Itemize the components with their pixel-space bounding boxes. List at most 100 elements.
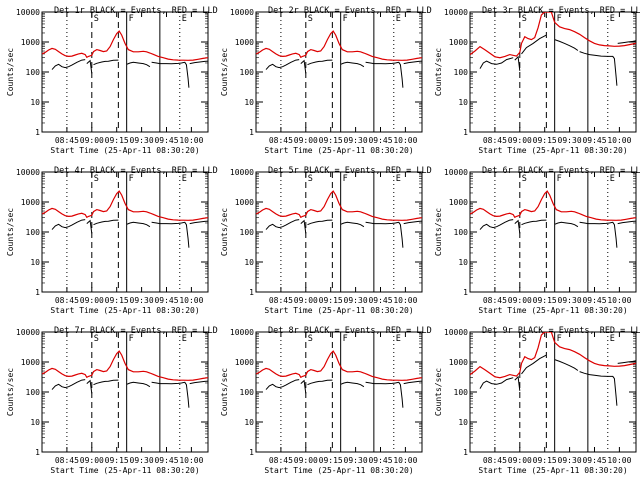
series-line-events	[300, 59, 307, 74]
y-tick-label: 100	[240, 68, 255, 77]
x-tick-label: 09:15	[105, 456, 129, 465]
x-tick-label: 09:30	[344, 136, 368, 145]
time-marker-label: F	[129, 334, 134, 344]
series-line-events	[554, 359, 579, 371]
y-tick-label: 1000	[449, 38, 468, 47]
x-tick-label: 10:00	[393, 456, 417, 465]
series-line-lld	[42, 350, 208, 381]
y-axis-label: Counts/sec	[6, 368, 15, 416]
series-line-events	[86, 219, 93, 234]
y-tick-label: 1	[35, 128, 40, 137]
x-tick-label: 09:45	[154, 136, 178, 145]
series-line-events	[265, 59, 300, 70]
panel: Det 2r BLACK = Events, RED = LLD 1 10 100 10…	[220, 6, 432, 155]
y-tick-label: 10000	[444, 168, 468, 177]
panel: Det 9r BLACK = Events, RED = LLD 1 10 100 10…	[434, 326, 640, 475]
y-tick-label: 100	[26, 228, 41, 237]
series-line-events	[617, 40, 636, 44]
panel-title: Det 6r BLACK = Events, RED = LLD	[482, 166, 640, 176]
y-tick-label: 10	[244, 258, 254, 267]
x-tick-label: 10:00	[179, 296, 203, 305]
x-tick-label: 08:45	[269, 296, 293, 305]
series-line-events	[365, 61, 404, 88]
x-tick-label: 09:15	[533, 136, 557, 145]
x-tick-label: 09:30	[558, 136, 582, 145]
x-axis-label: Start Time (25-Apr-11 08:30:20)	[50, 466, 199, 475]
y-tick-label: 100	[240, 228, 255, 237]
panel: Det 4r BLACK = Events, RED = LLD 1 10 100 10…	[6, 166, 218, 315]
y-tick-label: 1000	[235, 198, 254, 207]
x-tick-label: 08:45	[55, 136, 79, 145]
series-line-events	[300, 219, 307, 234]
x-tick-label: 08:45	[483, 136, 507, 145]
series-line-lld	[256, 350, 422, 381]
panel-title: Det 4r BLACK = Events, RED = LLD	[54, 166, 218, 176]
series-line-events	[617, 220, 636, 225]
y-tick-label: 10000	[16, 168, 40, 177]
x-axis-label: Start Time (25-Apr-11 08:30:20)	[264, 146, 413, 155]
x-tick-label: 09:45	[154, 296, 178, 305]
series-line-lld	[470, 332, 636, 379]
y-tick-label: 1	[35, 448, 40, 457]
time-marker-label: F	[343, 334, 348, 344]
x-tick-label: 09:00	[80, 456, 104, 465]
series-line-events	[93, 219, 119, 226]
panel: Det 5r BLACK = Events, RED = LLD 1 10 100 10…	[220, 166, 432, 315]
x-tick-label: 08:45	[483, 456, 507, 465]
x-axis-label: Start Time (25-Apr-11 08:30:20)	[50, 306, 199, 315]
x-tick-label: 10:00	[393, 296, 417, 305]
x-tick-label: 09:45	[582, 136, 606, 145]
series-line-events	[479, 219, 514, 230]
time-marker-label: F	[557, 14, 562, 24]
y-tick-label: 1000	[21, 38, 40, 47]
series-line-lld	[256, 190, 422, 221]
x-tick-label: 10:00	[607, 136, 631, 145]
x-tick-label: 09:15	[319, 296, 343, 305]
panel-title: Det 8r BLACK = Events, RED = LLD	[268, 326, 432, 336]
x-tick-label: 09:30	[130, 296, 154, 305]
x-tick-label: 09:00	[508, 136, 532, 145]
y-axis-label: Counts/sec	[434, 368, 443, 416]
series-line-events	[521, 219, 547, 226]
series-line-events	[189, 220, 208, 225]
series-line-events	[265, 219, 300, 230]
series-line-events	[403, 60, 422, 65]
series-line-lld	[256, 30, 422, 61]
x-tick-label: 10:00	[179, 456, 203, 465]
series-line-lld	[470, 190, 636, 221]
x-axis-label: Start Time (25-Apr-11 08:30:20)	[50, 146, 199, 155]
x-tick-label: 10:00	[607, 456, 631, 465]
time-marker-label: F	[343, 174, 348, 184]
series-line-events	[365, 221, 404, 248]
panel: Det 6r BLACK = Events, RED = LLD 1 10 100 10…	[434, 166, 640, 315]
panel-title: Det 1r BLACK = Events, RED = LLD	[54, 6, 218, 16]
y-axis-label: Counts/sec	[6, 48, 15, 96]
x-tick-label: 10:00	[393, 136, 417, 145]
y-tick-label: 1000	[21, 358, 40, 367]
series-line-lld	[42, 30, 208, 61]
time-marker-label: E	[396, 14, 401, 24]
x-axis-label: Start Time (25-Apr-11 08:30:20)	[478, 466, 627, 475]
panel-title: Det 5r BLACK = Events, RED = LLD	[268, 166, 432, 176]
x-axis-label: Start Time (25-Apr-11 08:30:20)	[478, 146, 627, 155]
time-marker-label: F	[557, 334, 562, 344]
x-tick-label: 08:45	[269, 136, 293, 145]
series-line-events	[521, 34, 547, 55]
x-tick-label: 09:15	[533, 296, 557, 305]
time-marker-label: E	[182, 334, 187, 344]
series-line-events	[479, 377, 514, 389]
x-tick-label: 09:15	[105, 296, 129, 305]
x-tick-label: 09:30	[130, 456, 154, 465]
series-line-events	[189, 380, 208, 385]
y-tick-label: 100	[26, 388, 41, 397]
y-tick-label: 1	[249, 448, 254, 457]
y-tick-label: 10000	[16, 8, 40, 17]
series-line-events	[403, 380, 422, 385]
series-line-events	[514, 375, 521, 391]
series-line-events	[579, 371, 618, 406]
time-marker-label: S	[308, 174, 313, 184]
time-marker-label: F	[129, 174, 134, 184]
series-line-events	[554, 221, 579, 228]
y-axis-label: Counts/sec	[6, 208, 15, 256]
x-tick-label: 10:00	[607, 296, 631, 305]
